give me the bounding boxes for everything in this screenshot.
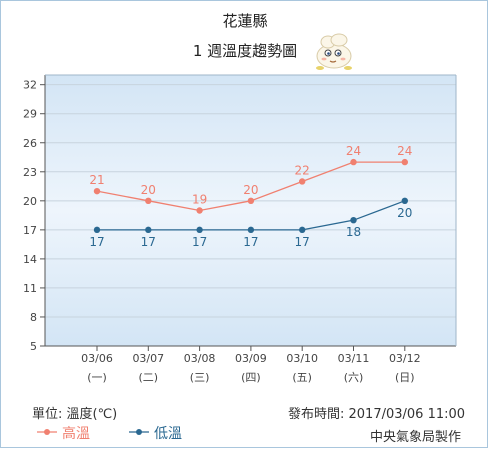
data-label: 20 [397,206,412,220]
x-weekday-label: (日) [395,371,415,384]
data-label: 20 [243,183,258,197]
unit-label: 單位: 溫度(℃) [32,407,118,422]
y-tick-label: 20 [23,195,37,208]
data-label: 17 [295,235,310,249]
x-weekday-label: (五) [292,371,312,384]
y-tick-label: 32 [23,79,37,92]
grid-lines [45,84,456,318]
y-tick-label: 11 [23,282,37,295]
y-tick-label: 8 [30,311,37,324]
data-label: 24 [397,144,412,158]
cartoon-cloud-mascot-icon [316,33,352,70]
data-point [247,226,255,234]
data-point [145,226,152,234]
data-label: 17 [89,235,104,249]
legend-low-label: 低溫 [154,426,182,442]
data-label: 21 [89,173,104,187]
x-weekday-label: (三) [190,371,210,384]
data-point [299,178,306,185]
y-tick-label: 29 [23,108,37,121]
y-tick-label: 17 [23,224,37,237]
x-weekday-label: (四) [241,371,261,384]
y-tick-label: 23 [23,166,37,179]
axes: 5 8 11 14 17 20 23 26 29 32 03/06 (一) 03/07 (二) 03/08 (… [23,74,457,384]
y-tick-label: 14 [23,253,37,266]
x-tick-label: 03/10 [286,352,318,365]
legend-high-label: 高溫 [62,426,90,442]
county-title: 花蓮縣 [222,12,268,30]
data-point [145,197,152,205]
data-label: 18 [346,225,361,239]
data-label: 19 [192,193,207,207]
x-tick-label: 03/06 [81,352,113,365]
data-point [196,207,203,214]
data-point [247,197,255,205]
chart-subtitle: 1 週溫度趨勢圖 [192,42,298,60]
data-label: 17 [192,235,207,249]
data-point [299,226,306,234]
x-weekday-label: (六) [344,371,364,384]
x-tick-label: 03/12 [389,352,421,365]
series-lines [93,158,408,234]
legend-low-marker [129,429,149,435]
data-labels: 21 20 19 20 22 24 24 17 17 17 17 17 18 20 [89,144,412,249]
x-tick-label: 03/08 [184,352,216,365]
y-tick-label: 5 [30,340,37,353]
x-tick-label: 03/07 [132,352,164,365]
data-point [93,187,101,195]
issued-time: 發布時間: 2017/03/06 11:00 [288,407,466,422]
data-point [196,226,203,234]
data-label: 24 [346,144,361,158]
data-label: 17 [141,235,156,249]
data-point [350,158,357,166]
data-point [93,226,101,234]
x-tick-label: 03/09 [235,352,267,365]
credit-text: 中央氣象局製作 [370,430,462,445]
x-tick-label: 03/11 [338,352,370,365]
data-label: 20 [141,183,156,197]
data-point [401,158,408,166]
y-tick-label: 26 [23,137,37,150]
data-point [401,197,408,205]
x-weekday-label: (二) [139,371,159,384]
legend-high-marker [37,429,57,435]
data-label: 22 [295,163,310,177]
plot-area [45,75,456,346]
data-point [350,216,357,224]
x-weekday-label: (一) [87,371,107,384]
data-label: 17 [243,235,258,249]
